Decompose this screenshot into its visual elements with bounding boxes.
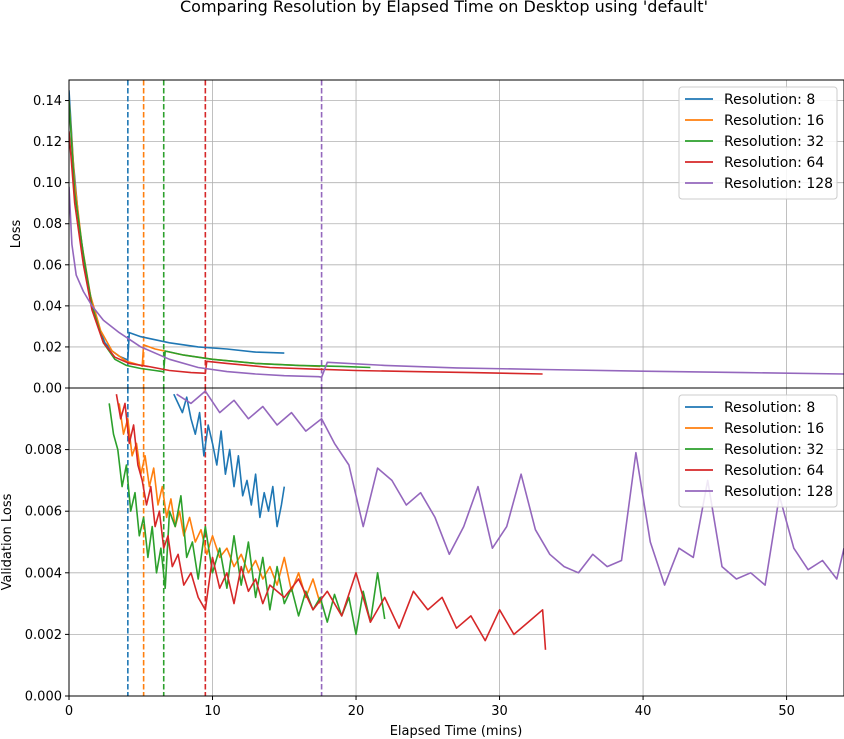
legend-label: Resolution: 8 [724, 400, 815, 416]
loss-y-ticks: 0.00 0.02 0.04 0.06 0.08 0.10 0.12 0.14 [33, 94, 69, 397]
legend-box [678, 86, 838, 200]
series-line [176, 390, 844, 586]
x-ticks: 0 10 20 30 40 50 [65, 696, 795, 719]
legend-label: Resolution: 16 [724, 421, 824, 437]
validation-legend: Resolution: 8 Resolution: 16 Resolution: 3… [678, 394, 838, 508]
x-tick-label: 20 [348, 704, 365, 719]
loss-series [69, 90, 844, 379]
x-tick-label: 50 [778, 704, 795, 719]
legend-label: Resolution: 8 [724, 92, 815, 108]
legend-label: Resolution: 64 [724, 463, 824, 479]
legend-label: Resolution: 128 [724, 176, 833, 192]
loss-y-axis-label: Loss [9, 220, 24, 249]
legend-label: Resolution: 16 [724, 113, 824, 129]
legend-label: Resolution: 64 [724, 155, 824, 171]
series-line [69, 100, 321, 368]
series-line [69, 131, 543, 375]
x-axis-label: Elapsed Time (mins) [390, 724, 523, 739]
y-tick-label: 0.02 [33, 340, 62, 355]
y-tick-label: 0.04 [33, 299, 62, 314]
y-tick-label: 0.14 [33, 94, 62, 109]
x-tick-label: 10 [204, 704, 221, 719]
series-line [115, 394, 547, 650]
validation-y-ticks: 0.000 0.002 0.004 0.006 0.008 [25, 443, 69, 705]
legend-label: Resolution: 32 [724, 442, 824, 458]
axes-frame [68, 387, 844, 697]
y-tick-label: 0.08 [33, 217, 62, 232]
y-tick-label: 0.10 [33, 176, 62, 191]
validation-vlines [127, 388, 323, 696]
validation-loss-panel: 0.000 0.002 0.004 0.006 0.008 0 10 20 30 40 50 Va… [0, 388, 844, 739]
series-line [69, 100, 371, 373]
series-line [118, 403, 321, 604]
series-line [69, 186, 844, 379]
legend-box [678, 394, 838, 508]
validation-series [108, 390, 844, 650]
axes-frames [68, 79, 844, 697]
loss-legend: Resolution: 8 Resolution: 16 Resolution: 3… [678, 86, 838, 200]
series-line [108, 403, 386, 636]
series-line [69, 90, 285, 361]
y-tick-label: 0.000 [25, 690, 62, 705]
y-tick-label: 0.004 [25, 566, 62, 581]
series-line [173, 393, 286, 528]
legend-label: Resolution: 32 [724, 134, 824, 150]
y-tick-label: 0.002 [25, 628, 62, 643]
x-tick-label: 0 [65, 704, 73, 719]
x-tick-label: 30 [491, 704, 508, 719]
y-tick-label: 0.12 [33, 135, 62, 150]
figure-title: Comparing Resolution by Elapsed Time on … [180, 0, 708, 16]
y-tick-label: 0.06 [33, 258, 62, 273]
y-tick-label: 0.006 [25, 505, 62, 520]
x-tick-label: 40 [635, 704, 652, 719]
loss-vlines [127, 80, 323, 388]
y-tick-label: 0.008 [25, 443, 62, 458]
loss-panel: 0.00 0.02 0.04 0.06 0.08 0.10 0.12 0.14 Loss Re… [9, 80, 844, 397]
validation-y-axis-label: Validation Loss [0, 493, 15, 590]
y-tick-label: 0.00 [33, 382, 62, 397]
legend-label: Resolution: 128 [724, 484, 833, 500]
